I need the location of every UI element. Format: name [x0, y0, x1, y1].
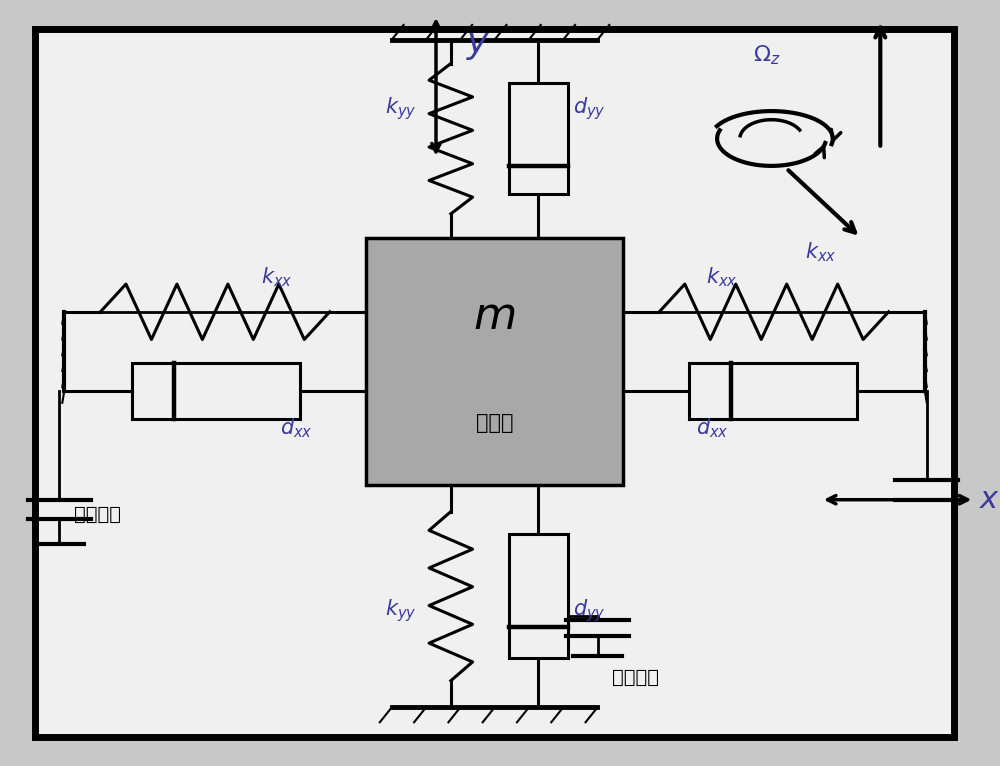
Text: $k_{xx}$: $k_{xx}$: [805, 241, 837, 264]
Text: $d_{xx}$: $d_{xx}$: [696, 417, 728, 440]
Bar: [132, 363, 300, 418]
Bar: [509, 534, 568, 659]
Text: $k_{xx}$: $k_{xx}$: [261, 265, 293, 289]
Text: 电容测量: 电容测量: [74, 505, 121, 524]
Text: $d_{yy}$: $d_{yy}$: [573, 96, 606, 123]
Text: $k_{yy}$: $k_{yy}$: [385, 96, 416, 123]
Text: $d_{xx}$: $d_{xx}$: [280, 417, 313, 440]
Bar: [366, 237, 623, 485]
Text: $k_{xx}$: $k_{xx}$: [706, 265, 738, 289]
Text: 质量块: 质量块: [476, 413, 513, 433]
Text: $m$: $m$: [473, 295, 516, 339]
Text: $y$: $y$: [466, 28, 490, 62]
Text: $d_{yy}$: $d_{yy}$: [573, 597, 606, 624]
Text: $k_{yy}$: $k_{yy}$: [385, 597, 416, 624]
Text: $x$: $x$: [979, 485, 1000, 514]
Text: 电容测量: 电容测量: [612, 668, 659, 687]
Bar: [509, 83, 568, 194]
Bar: [689, 363, 857, 418]
Text: $\Omega_z$: $\Omega_z$: [753, 44, 780, 67]
